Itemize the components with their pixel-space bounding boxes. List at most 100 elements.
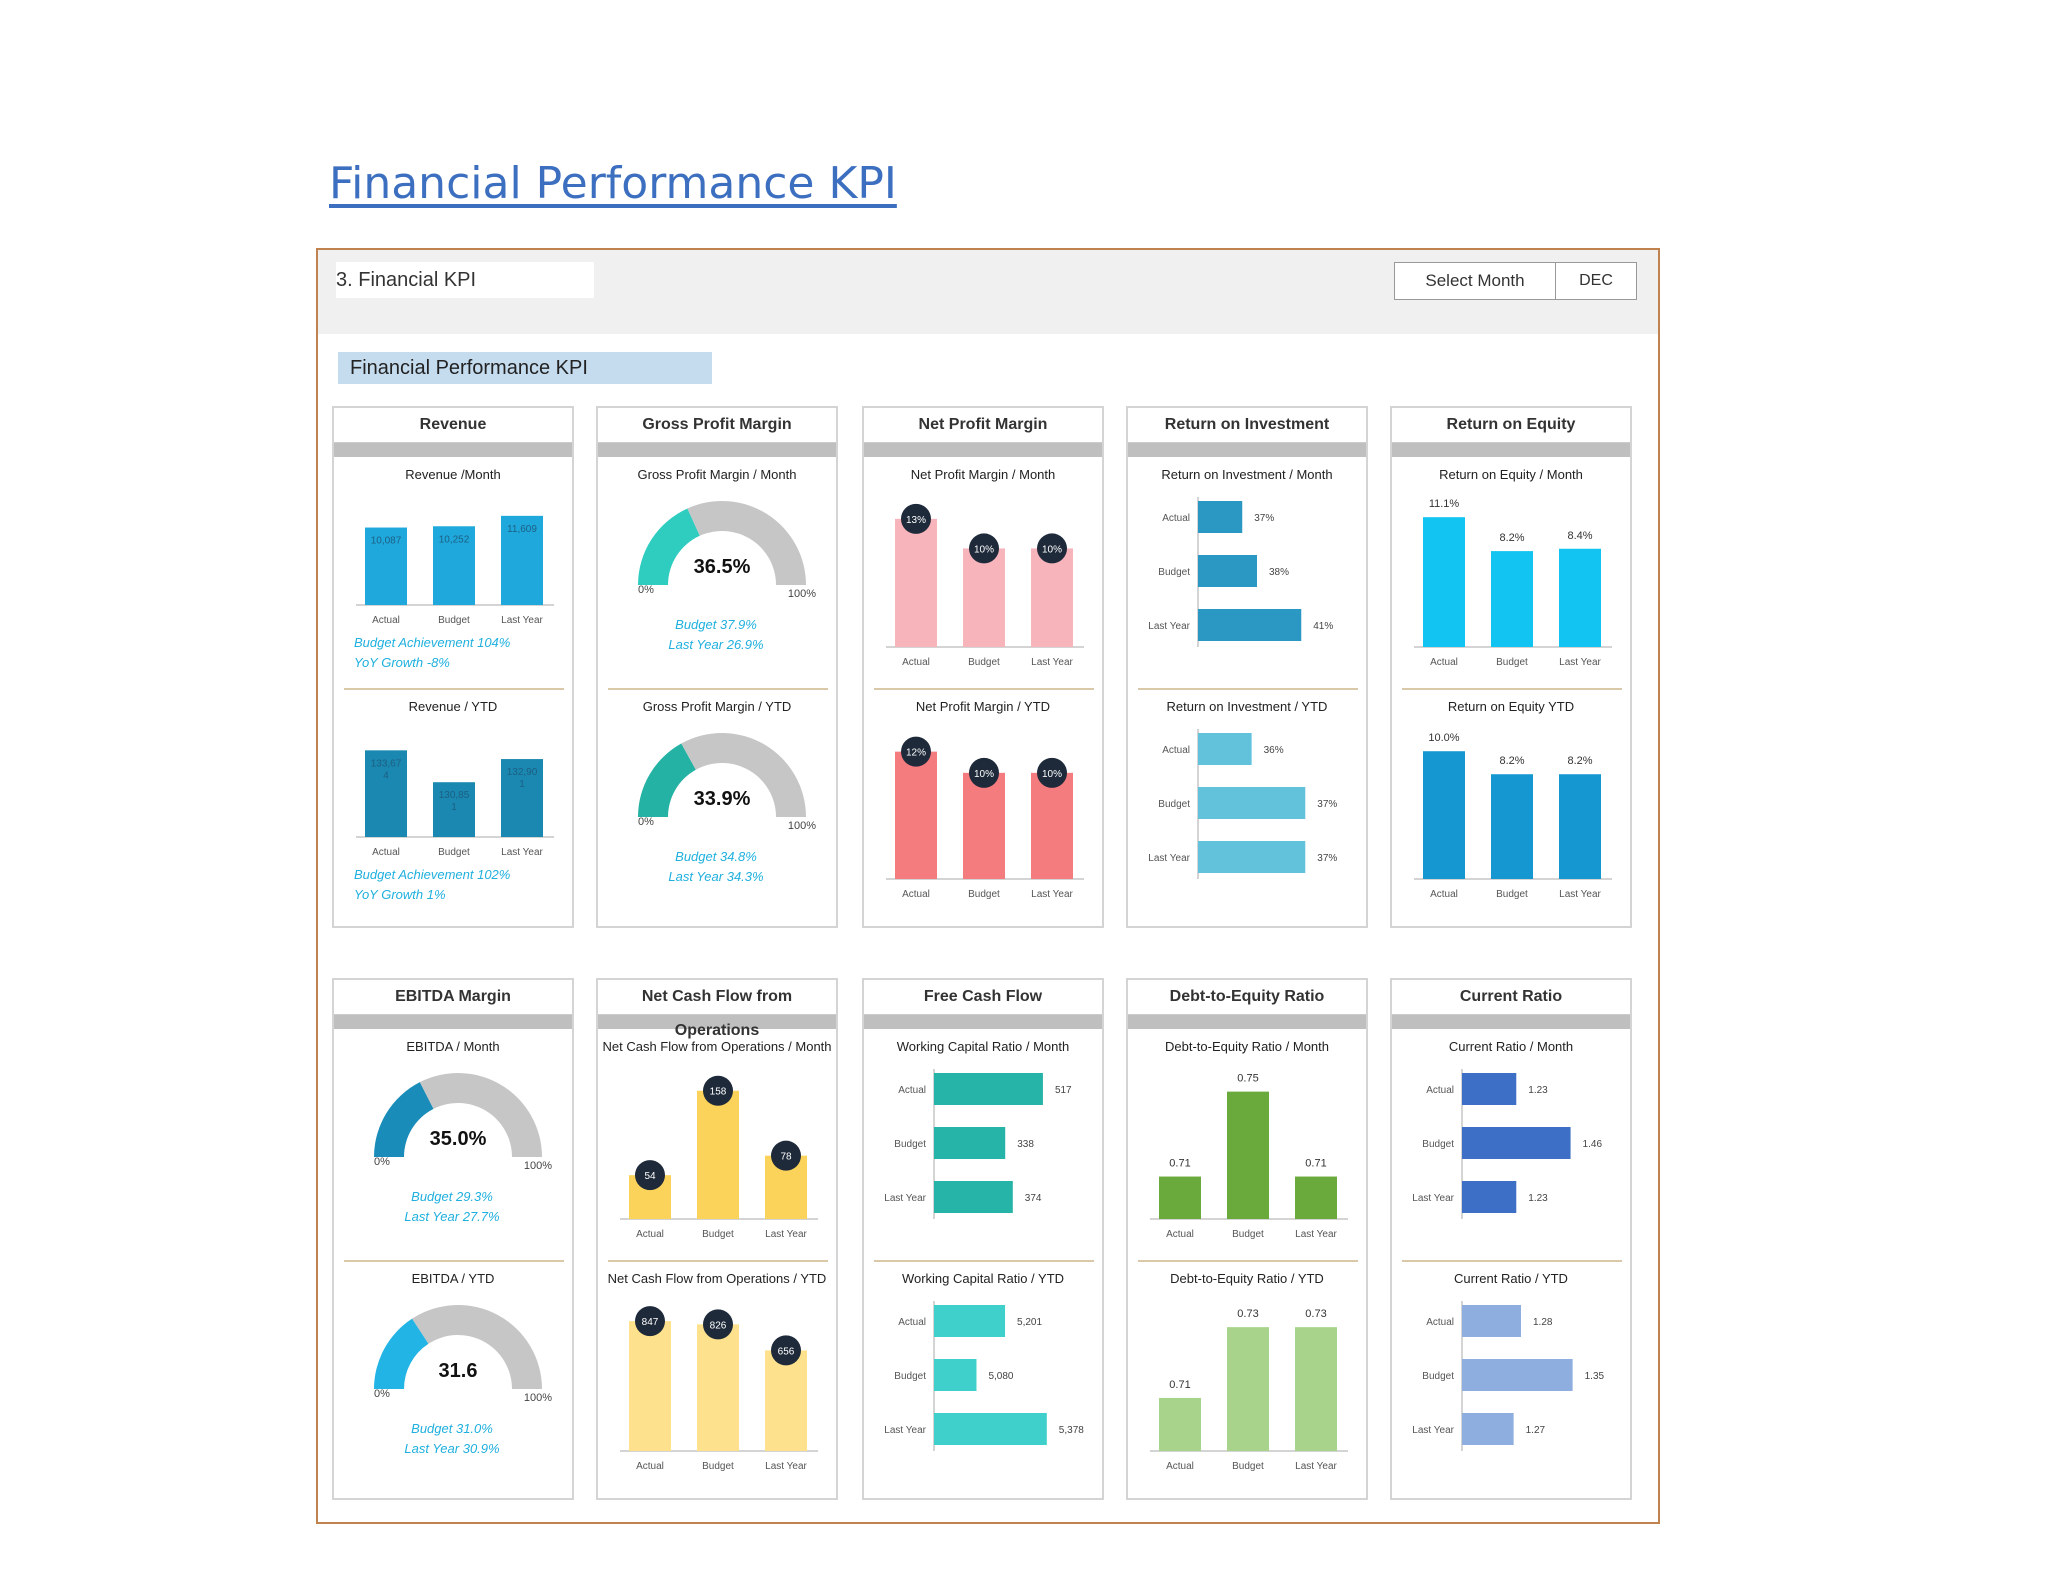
card-title: Gross Profit Margin <box>598 408 836 443</box>
c6-1-value-1: 826 <box>710 1320 727 1331</box>
c5-1-gauge-value <box>374 1318 429 1389</box>
c1-0-max: 100% <box>788 588 816 600</box>
chart-6-0: Net Cash Flow from Operations / Month 54 A… <box>602 1039 831 1240</box>
c4-0-title: Return on Equity / Month <box>1439 467 1583 482</box>
c5-0-note1: Budget 29.3% <box>411 1189 493 1204</box>
c2-0-cat-1: Budget <box>968 657 1000 668</box>
c8-0-value-2: 0.71 <box>1305 1158 1326 1170</box>
c3-0-bar-1 <box>1198 555 1257 587</box>
chart-6-1: Net Cash Flow from Operations / YTD 847 Ac… <box>608 1271 827 1472</box>
c1-0-title: Gross Profit Margin / Month <box>638 467 797 482</box>
chart-7-0: Working Capital Ratio / Month Actual 517 Bu… <box>884 1039 1072 1219</box>
c1-0-gauge-value <box>638 508 700 585</box>
card-header-strip <box>1128 1015 1366 1029</box>
c9-1-cat-2: Last Year <box>1412 1425 1454 1436</box>
card-title: EBITDA Margin <box>334 980 572 1015</box>
chart-divider <box>608 1260 828 1262</box>
c2-1-value-0: 12% <box>906 748 926 759</box>
sheet-label-text: 3. Financial KPI <box>336 269 477 291</box>
c1-1-note2: Last Year 34.3% <box>668 869 763 884</box>
sheet-label: 3. Financial KPI <box>336 262 594 298</box>
c4-1-value-2: 8.2% <box>1567 755 1592 767</box>
c3-0-bar-0 <box>1198 501 1243 533</box>
c4-0-bar-1 <box>1491 551 1533 647</box>
c1-1-note1: Budget 34.8% <box>675 849 757 864</box>
c2-1-bar-0 <box>895 751 937 879</box>
selected-month-value[interactable]: DEC <box>1579 272 1613 289</box>
c8-1-cat-1: Budget <box>1232 1461 1264 1472</box>
c0-0-cat-1: Budget <box>438 615 470 626</box>
card-header-strip <box>864 443 1102 457</box>
c8-1-value-2: 0.73 <box>1305 1308 1326 1320</box>
chart-divider <box>1138 1260 1358 1262</box>
c1-1-gauge-rest <box>681 733 806 817</box>
c7-1-bar-0 <box>934 1305 1006 1337</box>
c3-1-cat-0: Actual <box>1162 745 1190 756</box>
c2-1-cat-1: Budget <box>968 889 1000 900</box>
c7-0-cat-2: Last Year <box>884 1193 926 1204</box>
card-header-strip <box>598 1015 836 1029</box>
chart-8-1: Debt-to-Equity Ratio / YTD 0.71 Actual 0.73… <box>1150 1271 1348 1472</box>
kpi-card-6: Net Cash Flow from Operations Net Cash Fl… <box>596 978 838 1500</box>
c0-1-title: Revenue / YTD <box>409 699 498 714</box>
chart-1-0: Gross Profit Margin / Month 36.5% 0% 100% Bu… <box>638 467 817 652</box>
c9-1-value-2: 1.27 <box>1526 1425 1546 1436</box>
c5-0-title: EBITDA / Month <box>406 1039 499 1054</box>
chart-divider <box>344 688 564 690</box>
c2-1-title: Net Profit Margin / YTD <box>916 699 1050 714</box>
c1-0-center-value: 36.5% <box>694 556 751 578</box>
c2-0-bar-0 <box>895 518 937 647</box>
c7-1-bar-1 <box>934 1359 977 1391</box>
c6-1-cat-1: Budget <box>702 1461 734 1472</box>
c2-0-bar-1 <box>963 548 1005 647</box>
c6-0-bar-1 <box>697 1090 739 1219</box>
c5-1-min: 0% <box>374 1388 390 1400</box>
c9-1-bar-0 <box>1462 1305 1521 1337</box>
c3-0-value-0: 37% <box>1254 513 1274 524</box>
c6-0-title: Net Cash Flow from Operations / Month <box>602 1039 831 1054</box>
c0-0-value-1: 10,252 <box>439 534 470 545</box>
c5-1-gauge-rest <box>412 1305 542 1389</box>
c9-0-value-0: 1.23 <box>1528 1085 1548 1096</box>
kpi-card-7: Free Cash Flow Working Capital Ratio / Mo… <box>862 978 1104 1500</box>
c8-0-bar-1 <box>1227 1091 1269 1219</box>
c4-0-value-0: 11.1% <box>1429 498 1460 510</box>
c7-1-value-2: 5,378 <box>1059 1425 1084 1436</box>
chart-3-1: Return on Investment / YTD Actual 36% Budge… <box>1148 699 1337 879</box>
c8-0-value-1: 0.75 <box>1237 1073 1258 1085</box>
chart-divider <box>608 688 828 690</box>
kpi-card-5: EBITDA Margin EBITDA / Month 35.0% 0% 100% Bu… <box>332 978 574 1500</box>
c4-1-cat-0: Actual <box>1430 889 1458 900</box>
c5-0-max: 100% <box>524 1160 552 1172</box>
select-month-button[interactable]: Select Month <box>1395 263 1556 299</box>
c2-1-cat-2: Last Year <box>1031 889 1073 900</box>
c2-0-bar-2 <box>1031 548 1073 647</box>
c4-1-title: Return on Equity YTD <box>1448 699 1574 714</box>
c7-0-bar-0 <box>934 1073 1043 1105</box>
c0-1-value-2-b: 1 <box>519 779 525 790</box>
c0-0-note2: YoY Growth -8% <box>354 655 450 670</box>
c0-0-bar-0 <box>365 527 407 605</box>
c3-0-cat-2: Last Year <box>1148 621 1190 632</box>
c5-1-note1: Budget 31.0% <box>411 1421 493 1436</box>
c9-1-bar-2 <box>1462 1413 1514 1445</box>
c1-1-max: 100% <box>788 820 816 832</box>
c4-0-cat-0: Actual <box>1430 657 1458 668</box>
c9-0-bar-2 <box>1462 1181 1517 1213</box>
kpi-card-1: Gross Profit Margin Gross Profit Margin /… <box>596 406 838 928</box>
c6-0-cat-0: Actual <box>636 1229 664 1240</box>
c2-0-value-2: 10% <box>1042 544 1062 555</box>
c9-1-bar-1 <box>1462 1359 1573 1391</box>
c8-1-cat-2: Last Year <box>1295 1461 1337 1472</box>
c1-0-min: 0% <box>638 584 654 596</box>
page-title[interactable]: Financial Performance KPI <box>329 158 897 209</box>
kpi-card-3: Return on Investment Return on Investment… <box>1126 406 1368 928</box>
top-bar: 3. Financial KPI Select Month DEC <box>318 250 1658 334</box>
c0-0-note1: Budget Achievement 104% <box>354 635 510 650</box>
c4-1-cat-2: Last Year <box>1559 889 1601 900</box>
chart-5-1: EBITDA / YTD 31.6 0% 100% Budget 31.0% Last Y… <box>374 1271 552 1456</box>
c4-1-bar-0 <box>1423 751 1465 879</box>
c0-1-value-2: 132,90 <box>507 767 538 778</box>
c5-0-center-value: 35.0% <box>430 1128 487 1150</box>
c2-0-title: Net Profit Margin / Month <box>911 467 1056 482</box>
